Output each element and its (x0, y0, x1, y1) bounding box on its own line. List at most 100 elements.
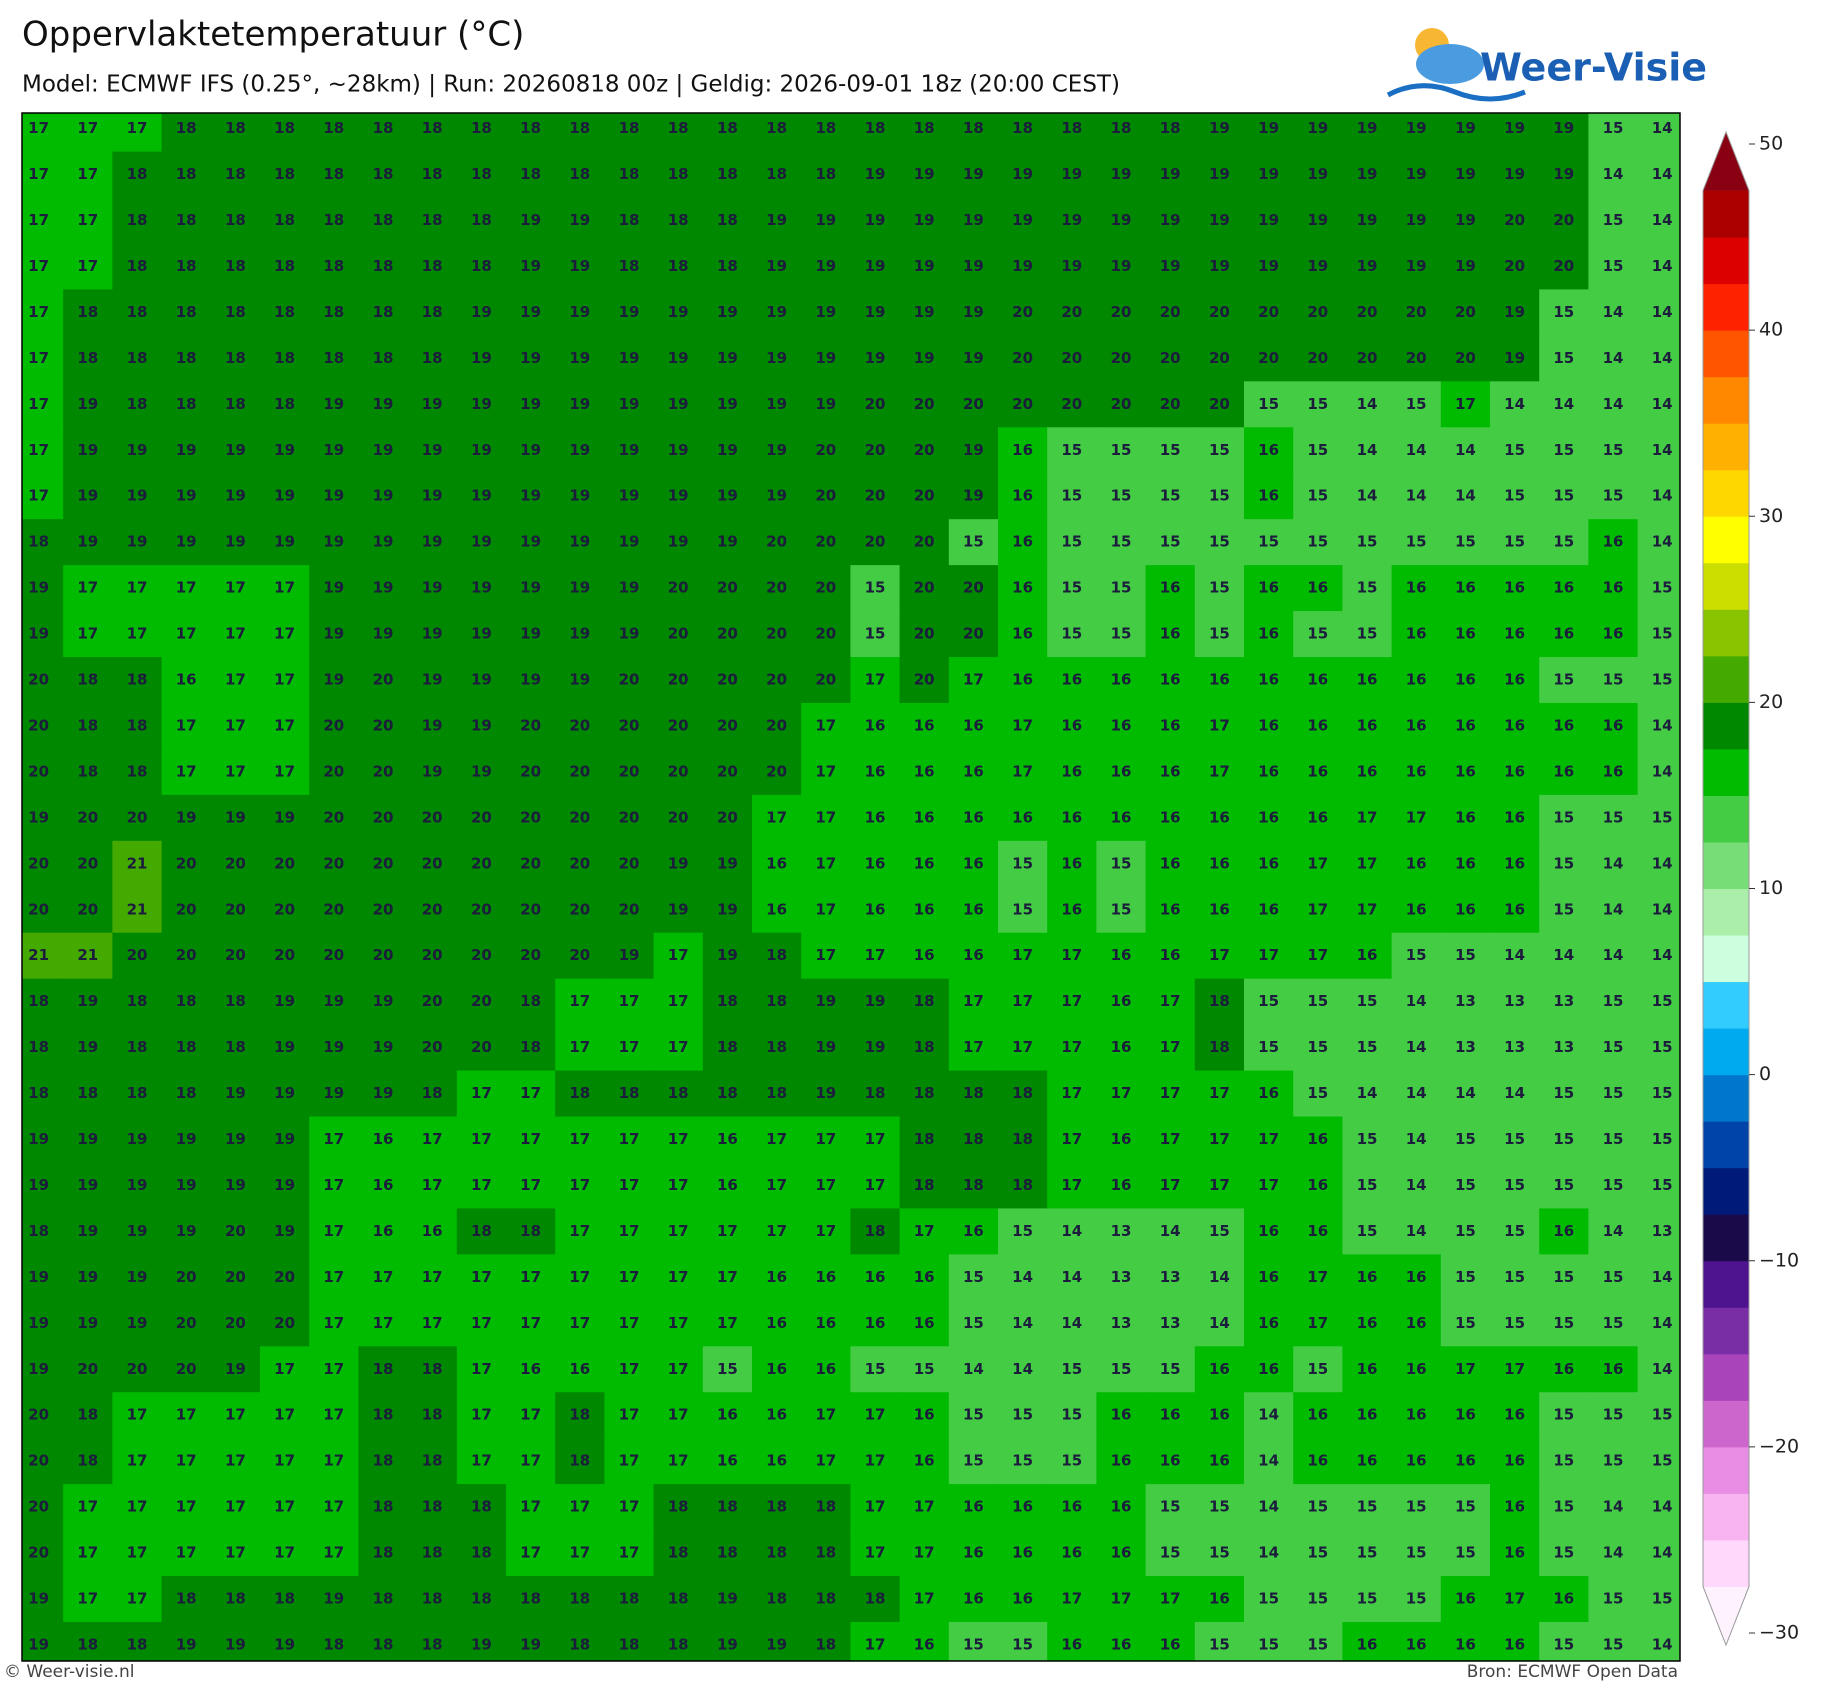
temperature-cell (1244, 794, 1294, 842)
temperature-cell (358, 151, 409, 199)
temperature-cell (1293, 1208, 1343, 1255)
temperature-cell (63, 932, 113, 980)
temperature-label: 19 (815, 992, 836, 1010)
temperature-label: 17 (815, 1222, 836, 1240)
temperature-label: 18 (471, 1590, 492, 1608)
temperature-cell (358, 1576, 409, 1623)
temperature-label: 18 (914, 1084, 935, 1102)
temperature-label: 16 (1209, 1406, 1230, 1424)
temperature-cell (63, 473, 113, 520)
temperature-cell (1637, 886, 1680, 934)
temperature-label: 15 (1111, 854, 1132, 872)
temperature-cell (1293, 1346, 1343, 1393)
temperature-label: 18 (28, 533, 49, 551)
temperature-cell (801, 243, 851, 291)
temperature-label: 17 (717, 1314, 738, 1332)
temperature-label: 17 (77, 119, 98, 137)
temperature-label: 18 (471, 257, 492, 275)
temperature-cell (1244, 1484, 1294, 1531)
temperature-cell (260, 1070, 310, 1118)
temperature-cell (1145, 611, 1196, 658)
temperature-cell (358, 565, 409, 612)
temperature-label: 14 (1652, 349, 1673, 367)
temperature-label: 20 (1012, 303, 1033, 321)
colorbar-segment (1703, 1493, 1749, 1541)
temperature-cell (506, 243, 556, 291)
temperature-cell (260, 794, 310, 842)
temperature-label: 19 (668, 900, 689, 918)
temperature-cell (112, 1392, 163, 1439)
temperature-cell (1440, 840, 1491, 888)
temperature-label: 17 (619, 1544, 640, 1562)
temperature-label: 18 (225, 1590, 246, 1608)
temperature-cell (407, 886, 458, 934)
temperature-cell (1047, 151, 1097, 199)
temperature-cell (1391, 565, 1442, 612)
temperature-cell (1342, 151, 1393, 199)
temperature-cell (456, 473, 507, 520)
temperature-label: 18 (225, 395, 246, 413)
temperature-label: 15 (1357, 1222, 1378, 1240)
temperature-cell (1194, 1621, 1245, 1661)
temperature-cell (1194, 519, 1245, 566)
temperature-cell (1391, 611, 1442, 658)
temperature-cell (161, 1346, 212, 1393)
temperature-label: 14 (1603, 854, 1624, 872)
temperature-cell (1490, 427, 1540, 474)
temperature-label: 17 (569, 1038, 590, 1056)
temperature-label: 20 (176, 1268, 197, 1286)
temperature-cell (899, 335, 950, 382)
temperature-cell (260, 519, 310, 566)
temperature-label: 19 (1504, 303, 1525, 321)
temperature-cell (63, 519, 113, 566)
temperature-label: 19 (1406, 211, 1427, 229)
temperature-cell (210, 1162, 261, 1210)
temperature-label: 16 (1307, 579, 1328, 597)
temperature-label: 15 (1160, 1498, 1181, 1516)
temperature-label: 16 (1012, 625, 1033, 643)
temperature-label: 19 (766, 257, 787, 275)
temperature-cell (1047, 657, 1097, 704)
temperature-cell (309, 197, 359, 245)
temperature-label: 17 (274, 1452, 295, 1470)
temperature-cell (555, 427, 605, 474)
temperature-label: 20 (1553, 211, 1574, 229)
temperature-label: 15 (1357, 1590, 1378, 1608)
temperature-label: 20 (471, 1038, 492, 1056)
colorbar-segment (1703, 1400, 1749, 1448)
temperature-cell (260, 473, 310, 520)
temperature-cell (210, 1576, 261, 1623)
temperature-cell (1391, 932, 1442, 980)
temperature-cell (555, 519, 605, 566)
temperature-label: 15 (1455, 1544, 1476, 1562)
temperature-cell (1490, 113, 1540, 153)
temperature-label: 17 (1160, 992, 1181, 1010)
temperature-cell (506, 1300, 556, 1347)
temperature-cell (358, 335, 409, 382)
temperature-cell (899, 427, 950, 474)
temperature-label: 15 (963, 1635, 984, 1653)
temperature-label: 19 (373, 441, 394, 459)
temperature-cell (210, 289, 261, 336)
temperature-cell (899, 1484, 950, 1531)
temperature-cell (1145, 794, 1196, 842)
colorbar-segment (1703, 1167, 1749, 1215)
temperature-label: 19 (323, 487, 344, 505)
temperature-cell (1391, 289, 1442, 336)
temperature-cell (63, 113, 113, 153)
temperature-label: 16 (766, 1360, 787, 1378)
temperature-label: 20 (28, 1452, 49, 1470)
temperature-label: 15 (914, 1360, 935, 1378)
temperature-cell (1244, 1116, 1294, 1164)
temperature-label: 17 (1209, 1130, 1230, 1148)
temperature-label: 18 (717, 1038, 738, 1056)
temperature-label: 15 (1553, 533, 1574, 551)
temperature-label: 16 (1258, 854, 1279, 872)
temperature-label: 14 (1504, 395, 1525, 413)
temperature-cell (1194, 1300, 1245, 1347)
temperature-label: 20 (323, 762, 344, 780)
temperature-cell (948, 289, 999, 336)
temperature-cell (1194, 1254, 1245, 1301)
temperature-cell (112, 1621, 163, 1661)
temperature-cell (1145, 748, 1196, 796)
